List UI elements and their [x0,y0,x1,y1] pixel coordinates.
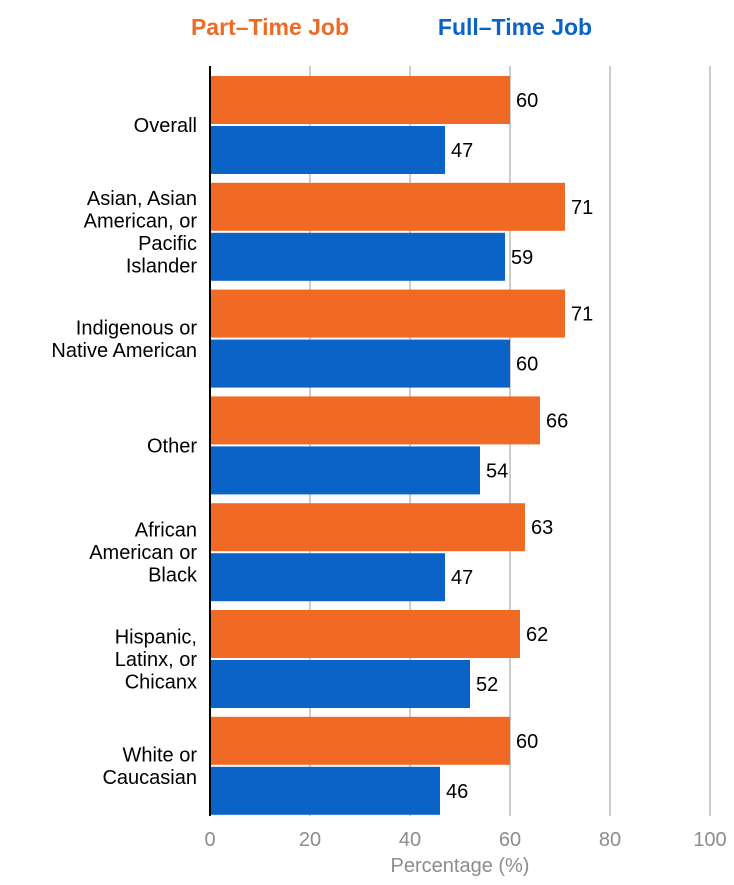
category-label-line: Other [147,435,197,457]
bar-full-time [210,660,470,708]
category-label-line: American, or [84,211,198,233]
bar-part-time [210,716,510,765]
legend-item-part-time: Part–Time Job [191,14,349,40]
category-label: Indigenous or Native American [51,317,197,362]
category-label-line: White or [123,745,198,767]
bar-part-time [210,396,540,445]
bar-full-time [210,766,440,815]
category-label: African American or Black [89,520,198,587]
value-labels: 60 47 71 59 71 60 66 54 63 47 62 52 60 46 [446,90,593,803]
legend: Part–Time Job Full–Time Job [191,14,592,40]
data-label: 71 [571,197,593,219]
bar-part-time [210,610,520,658]
category-labels: Overall Asian, Asian American, or Pacific Is… [51,115,198,789]
x-tick-label: 80 [599,829,621,851]
data-label: 47 [451,140,473,162]
category-label-line: African [135,520,197,542]
data-label: 63 [531,517,553,539]
data-label: 47 [451,567,473,589]
category-label-line: Pacific [138,233,197,255]
bar-full-time [210,339,510,388]
category-label-line: Latinx, or [115,649,198,671]
category-label-line: Chicanx [125,672,197,694]
category-label: White or Caucasian [102,745,197,790]
category-label: Hispanic, Latinx, or Chicanx [115,627,198,694]
bars [210,76,565,815]
bar-full-time [210,446,480,495]
bar-full-time [210,553,445,602]
category-label-line: Native American [51,340,197,362]
x-axis-tick-labels: 0 20 40 60 80 100 [204,829,726,851]
data-label: 52 [476,674,498,696]
category-label-line: Islander [126,256,197,278]
category-label-line: Black [148,565,198,587]
data-label: 66 [546,410,568,432]
x-tick-label: 40 [399,829,421,851]
x-tick-label: 0 [204,829,215,851]
bar-part-time [210,503,525,552]
data-label: 60 [516,90,538,112]
data-label: 46 [446,781,468,803]
data-label: 60 [516,354,538,376]
bar-full-time [210,126,445,174]
bar-part-time [210,76,510,124]
category-label-line: Indigenous or [76,317,198,339]
category-label: Other [147,435,197,457]
legend-item-full-time: Full–Time Job [438,14,592,40]
category-label-line: Hispanic, [115,627,197,649]
data-label: 59 [511,247,533,269]
data-label: 54 [486,460,508,482]
category-label-line: Caucasian [102,767,197,789]
category-label-line: American or [89,542,197,564]
category-label: Overall [134,115,197,137]
category-label: Asian, Asian American, or Pacific Islander [84,188,198,277]
data-label: 62 [526,624,548,646]
x-tick-label: 100 [693,829,726,851]
category-label-line: Overall [134,115,197,137]
x-tick-label: 60 [499,829,521,851]
x-axis-title: Percentage (%) [391,855,530,877]
bar-full-time [210,232,505,281]
bar-part-time [210,182,565,231]
x-tick-label: 20 [299,829,321,851]
data-label: 71 [571,304,593,326]
category-label-line: Asian, Asian [87,188,197,210]
bar-part-time [210,289,565,338]
data-label: 60 [516,731,538,753]
